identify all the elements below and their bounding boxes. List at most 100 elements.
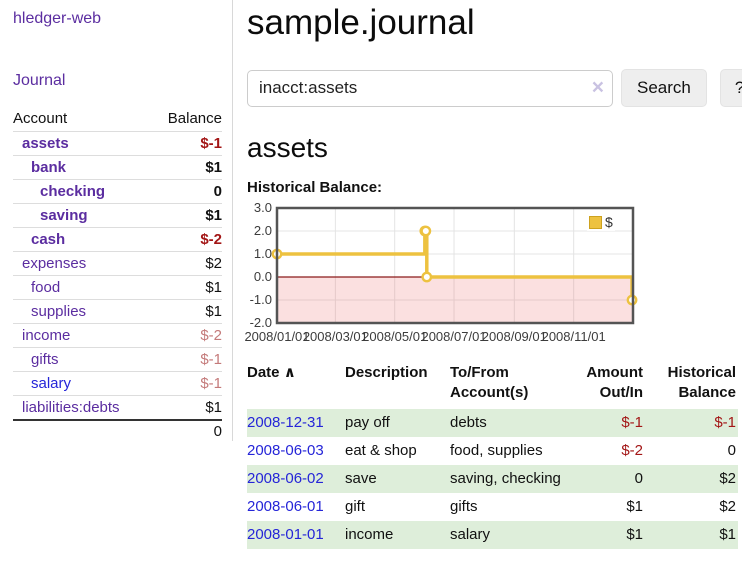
date-column-header[interactable]: Date ∧: [247, 364, 296, 381]
balance-value: $-2: [200, 327, 222, 344]
register-header-row: Date ∧ Description To/From Account(s) Am…: [247, 361, 738, 409]
transaction-description: gift: [345, 498, 366, 515]
x-axis-tick-label: 2008/03/01: [302, 329, 368, 344]
sort-ascending-icon: ∧: [283, 364, 296, 381]
transaction-balance: $2: [719, 470, 736, 487]
transaction-accounts: debts: [450, 414, 487, 431]
account-link-saving[interactable]: saving: [40, 207, 88, 224]
account-row: gifts $-1: [13, 347, 222, 372]
transaction-accounts: food, supplies: [450, 442, 543, 459]
sidebar-item-journal[interactable]: Journal: [13, 72, 66, 89]
y-axis-tick-label: -2.0: [249, 315, 272, 330]
account-link-cash[interactable]: cash: [31, 231, 66, 248]
total-balance: 0: [151, 419, 222, 443]
chart-title: Historical Balance:: [247, 179, 383, 196]
account-row: food $1: [13, 275, 222, 300]
balance-value: $-1: [200, 135, 222, 152]
transaction-amount: $1: [626, 526, 643, 543]
register-row: 2008-06-01 gift gifts $1 $2: [247, 493, 738, 521]
balance-value: $-1: [200, 351, 222, 368]
transaction-amount: $1: [626, 498, 643, 515]
account-link-food[interactable]: food: [31, 279, 61, 296]
account-column-header: To/From Account(s): [450, 364, 529, 401]
page-title: sample.journal: [247, 3, 475, 42]
sidebar: hledger-web Journal Account Balance asse…: [0, 0, 233, 443]
search-form: × Search ?: [247, 69, 742, 107]
search-button[interactable]: Search: [621, 69, 707, 107]
transaction-date-link[interactable]: 2008-06-01: [247, 498, 324, 515]
account-link-checking[interactable]: checking: [40, 183, 106, 200]
x-axis-tick-label: 2008/05/01: [362, 329, 428, 344]
balance-value: $-1: [200, 375, 222, 392]
accounts-header-row: Account Balance: [13, 107, 222, 132]
historical-balance-chart[interactable]: 3.0 2.0 1.0 0.0 -1.0 -2.0 2008/01/01 2008/03/01…: [244, 200, 739, 345]
search-input[interactable]: [247, 69, 613, 107]
y-axis-tick-label: 2.0: [253, 223, 272, 238]
balance-column-header: Balance: [151, 107, 222, 132]
account-row: bank $1: [13, 155, 222, 180]
transaction-date-link[interactable]: 2008-12-31: [247, 414, 324, 431]
account-row: checking 0: [13, 179, 222, 204]
account-row: supplies $1: [13, 299, 222, 324]
transaction-balance: $2: [719, 498, 736, 515]
legend-swatch-icon: [589, 215, 602, 229]
balance-column-header: Historical Balance: [667, 364, 736, 401]
account-link-supplies[interactable]: supplies: [31, 303, 87, 320]
account-row: salary $-1: [13, 371, 222, 396]
account-link-assets[interactable]: assets: [22, 135, 69, 152]
account-row: cash $-2: [13, 227, 222, 252]
transaction-accounts: saving, checking: [450, 470, 561, 487]
y-axis-tick-label: 1.0: [253, 246, 272, 261]
clear-search-icon[interactable]: ×: [591, 75, 604, 99]
transaction-balance: 0: [727, 442, 736, 459]
brand-link[interactable]: hledger-web: [13, 10, 102, 27]
balance-value: $2: [205, 255, 222, 272]
transaction-amount: $-1: [621, 414, 643, 431]
register-row: 2008-12-31 pay off debts $-1 $-1: [247, 409, 738, 437]
account-column-header: Account: [13, 107, 152, 132]
account-row: expenses $2: [13, 251, 222, 276]
y-axis-tick-label: 3.0: [253, 200, 272, 215]
y-axis-tick-label: 0.0: [253, 269, 272, 284]
transaction-amount: $-2: [621, 442, 643, 459]
balance-value: $1: [205, 279, 222, 296]
main-content: sample.journal × Search ? assets Histori…: [244, 0, 742, 549]
account-row: liabilities:debts $1: [13, 396, 222, 421]
register-table: Date ∧ Description To/From Account(s) Am…: [247, 361, 738, 549]
transaction-description: save: [345, 470, 377, 487]
help-button[interactable]: ?: [719, 69, 742, 107]
legend-series-label: $: [605, 214, 613, 230]
register-row: 2008-06-03 eat & shop food, supplies $-2…: [247, 437, 738, 465]
account-link-salary[interactable]: salary: [31, 375, 72, 392]
chart-legend: $: [587, 213, 615, 231]
transaction-balance: $-1: [714, 414, 736, 431]
amount-column-header: Amount Out/In: [586, 364, 643, 401]
register-row: 2008-06-02 save saving, checking 0 $2: [247, 465, 738, 493]
account-link-expenses[interactable]: expenses: [22, 255, 87, 272]
accounts-table: Account Balance assets $-1 bank $1 check…: [13, 107, 222, 443]
transaction-description: eat & shop: [345, 442, 417, 459]
account-link-bank[interactable]: bank: [31, 159, 67, 176]
account-row: assets $-1: [13, 131, 222, 156]
transaction-accounts: gifts: [450, 498, 478, 515]
transaction-description: income: [345, 526, 394, 543]
account-link-liabilities-debts[interactable]: liabilities:debts: [22, 399, 120, 416]
account-link-income[interactable]: income: [22, 327, 71, 344]
account-link-gifts[interactable]: gifts: [31, 351, 59, 368]
transaction-date-link[interactable]: 2008-06-03: [247, 442, 324, 459]
register-row: 2008-01-01 income salary $1 $1: [247, 521, 738, 549]
account-heading: assets: [247, 132, 328, 163]
account-row: income $-2: [13, 323, 222, 348]
transaction-description: pay off: [345, 414, 390, 431]
account-row: saving $1: [13, 203, 222, 228]
x-axis-tick-label: 2008/01/01: [244, 329, 310, 344]
transaction-amount: 0: [634, 470, 643, 487]
balance-value: $1: [205, 399, 222, 416]
chart-plot-area[interactable]: [271, 206, 638, 327]
x-axis-tick-label: 2008/07/01: [421, 329, 487, 344]
balance-value: 0: [213, 183, 222, 200]
accounts-total-row: 0: [13, 419, 222, 443]
balance-value: $1: [205, 159, 222, 176]
transaction-date-link[interactable]: 2008-01-01: [247, 526, 324, 543]
transaction-date-link[interactable]: 2008-06-02: [247, 470, 324, 487]
